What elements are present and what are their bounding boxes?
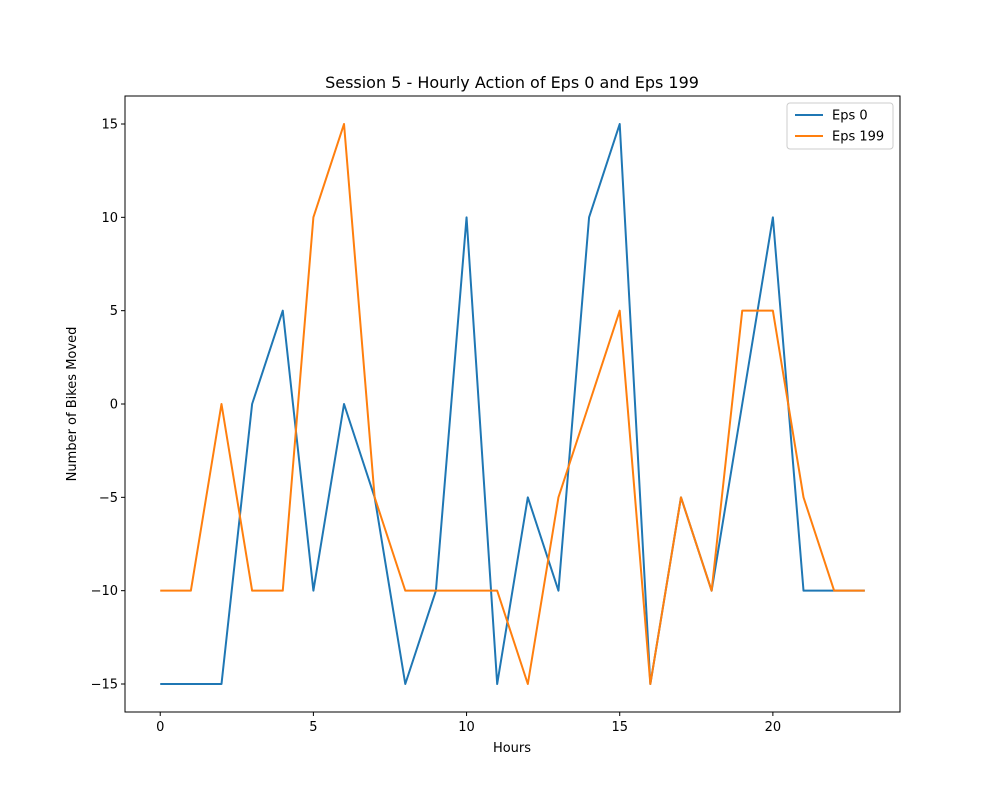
chart-title: Session 5 - Hourly Action of Eps 0 and E…: [325, 73, 699, 92]
y-axis-label: Number of Bikes Moved: [65, 327, 80, 482]
legend-label: Eps 199: [832, 130, 884, 145]
y-tick-label: 10: [101, 211, 118, 226]
y-tick-label: 15: [101, 118, 118, 133]
x-tick-label: 10: [458, 720, 475, 735]
y-tick-label: −10: [91, 584, 118, 599]
y-tick-label: 5: [110, 304, 118, 319]
x-tick-label: 0: [156, 720, 164, 735]
x-tick-label: 5: [309, 720, 317, 735]
y-tick-label: −5: [99, 491, 118, 506]
series-line-eps-199: [160, 123, 865, 685]
x-axis-label: Hours: [493, 741, 531, 756]
plot-frame: [124, 95, 901, 713]
y-axis: −15 −10 −5 0 5 10 15: [91, 118, 125, 693]
x-tick-label: 20: [765, 720, 782, 735]
y-tick-label: −15: [91, 678, 118, 693]
legend-label: Eps 0: [832, 109, 868, 124]
legend: Eps 0 Eps 199: [786, 102, 894, 150]
x-axis: 0 5 10 15 20: [156, 712, 781, 735]
series-layer: [160, 123, 865, 685]
series-line-eps-0: [160, 123, 865, 685]
y-tick-label: 0: [110, 398, 118, 413]
x-tick-label: 15: [611, 720, 628, 735]
